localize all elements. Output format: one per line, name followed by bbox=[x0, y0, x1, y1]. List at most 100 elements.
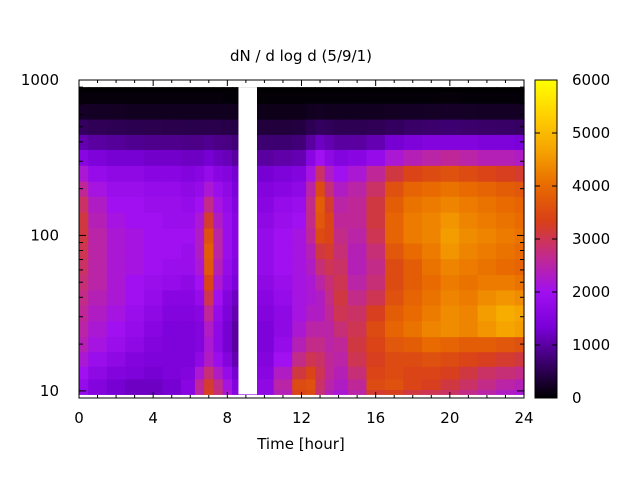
heatmap-cell bbox=[106, 196, 126, 213]
heatmap-cell bbox=[440, 304, 460, 322]
heatmap-cell bbox=[384, 196, 405, 213]
heatmap-cell bbox=[106, 91, 126, 104]
heatmap-cell bbox=[366, 87, 386, 92]
heatmap-cell bbox=[79, 118, 89, 135]
heatmap-cell bbox=[459, 149, 479, 166]
heatmap-cell bbox=[315, 320, 326, 338]
heatmap-cell bbox=[306, 366, 317, 380]
heatmap-cell bbox=[347, 181, 367, 197]
heatmap-cell bbox=[180, 336, 196, 353]
heatmap-cell bbox=[143, 165, 164, 182]
heatmap-cell bbox=[180, 196, 196, 213]
heatmap-cell bbox=[222, 91, 233, 104]
heatmap-cell bbox=[125, 320, 145, 338]
heatmap-cell bbox=[162, 289, 182, 306]
heatmap-cell bbox=[347, 378, 367, 390]
heatmap-cell bbox=[496, 118, 516, 135]
colorbar-tick-label: 3000 bbox=[572, 230, 610, 248]
heatmap-cell bbox=[222, 304, 233, 322]
heatmap-cell bbox=[194, 212, 205, 229]
heatmap-cell bbox=[79, 351, 89, 367]
heatmap-cell bbox=[403, 320, 423, 338]
heatmap-cell bbox=[180, 366, 196, 380]
heatmap-cell bbox=[194, 181, 205, 197]
heatmap-cell bbox=[143, 149, 164, 166]
heatmap-cell bbox=[162, 242, 182, 260]
heatmap-cell bbox=[162, 91, 182, 104]
heatmap-cell bbox=[194, 378, 205, 390]
heatmap-cell bbox=[204, 351, 215, 367]
heatmap-cell bbox=[366, 165, 386, 182]
heatmap-cell bbox=[162, 227, 182, 244]
heatmap-cell bbox=[125, 134, 145, 150]
heatmap-cell bbox=[496, 242, 516, 260]
heatmap-cell bbox=[366, 336, 386, 353]
heatmap-cell bbox=[477, 91, 497, 104]
heatmap-cell bbox=[333, 389, 349, 395]
heatmap-cell bbox=[366, 366, 386, 380]
heatmap-cell bbox=[106, 289, 126, 306]
heatmap-cell bbox=[384, 289, 405, 306]
heatmap-cell bbox=[106, 242, 126, 260]
heatmap-cell bbox=[422, 149, 442, 166]
heatmap-cell bbox=[292, 165, 307, 182]
heatmap-cell bbox=[292, 320, 307, 338]
colorbar-tick-label: 1000 bbox=[572, 336, 610, 354]
heatmap-cell bbox=[292, 134, 307, 150]
heatmap-cell bbox=[459, 165, 479, 182]
chart-title: dN / d log d (5/9/1) bbox=[230, 47, 372, 65]
heatmap-cell bbox=[315, 351, 326, 367]
heatmap-cell bbox=[324, 212, 335, 229]
heatmap-cell bbox=[315, 118, 326, 135]
heatmap-cell bbox=[194, 165, 205, 182]
heatmap-cell bbox=[306, 149, 317, 166]
heatmap-cell bbox=[88, 274, 108, 291]
heatmap-cell bbox=[125, 87, 145, 92]
heatmap-cell bbox=[180, 351, 196, 367]
heatmap-cell bbox=[180, 304, 196, 322]
heatmap-cell bbox=[250, 389, 275, 395]
heatmap-cell bbox=[106, 212, 126, 229]
heatmap-cell bbox=[333, 258, 349, 276]
heatmap-cell bbox=[204, 304, 215, 322]
heatmap-cell bbox=[204, 366, 215, 380]
heatmap-cell bbox=[514, 91, 525, 104]
heatmap-cell bbox=[162, 258, 182, 276]
heatmap-cell bbox=[273, 336, 293, 353]
heatmap-cell bbox=[292, 389, 307, 395]
heatmap-cell bbox=[204, 134, 215, 150]
heatmap-cell bbox=[273, 289, 293, 306]
heatmap-cell bbox=[384, 87, 405, 92]
heatmap-cell bbox=[422, 289, 442, 306]
heatmap-cell bbox=[273, 181, 293, 197]
heatmap-cell bbox=[324, 181, 335, 197]
heatmap-cell bbox=[315, 103, 326, 120]
heatmap-cell bbox=[422, 378, 442, 390]
heatmap-cell bbox=[194, 289, 205, 306]
heatmap-cell bbox=[347, 118, 367, 135]
heatmap-cell bbox=[459, 212, 479, 229]
heatmap-cell bbox=[306, 196, 317, 213]
heatmap-cell bbox=[384, 91, 405, 104]
heatmap-cell bbox=[222, 118, 233, 135]
heatmap-cell bbox=[204, 181, 215, 197]
x-axis-label: Time [hour] bbox=[256, 435, 345, 453]
heatmap-cell bbox=[213, 289, 224, 306]
heatmap-cell bbox=[384, 181, 405, 197]
heatmap-cell bbox=[422, 336, 442, 353]
heatmap-cell bbox=[250, 378, 275, 390]
heatmap-cell bbox=[315, 242, 326, 260]
heatmap-cell bbox=[213, 149, 224, 166]
heatmap-cell bbox=[194, 351, 205, 367]
heatmap-cell bbox=[347, 289, 367, 306]
heatmap-cell bbox=[162, 320, 182, 338]
heatmap-cell bbox=[366, 351, 386, 367]
heatmap-cell bbox=[422, 181, 442, 197]
heatmap-cell bbox=[194, 336, 205, 353]
heatmap-cell bbox=[514, 378, 525, 390]
heatmap-cell bbox=[79, 366, 89, 380]
heatmap-cell bbox=[213, 320, 224, 338]
heatmap-cell bbox=[213, 134, 224, 150]
heatmap-cell bbox=[125, 378, 145, 390]
missing-data-region bbox=[238, 87, 257, 395]
